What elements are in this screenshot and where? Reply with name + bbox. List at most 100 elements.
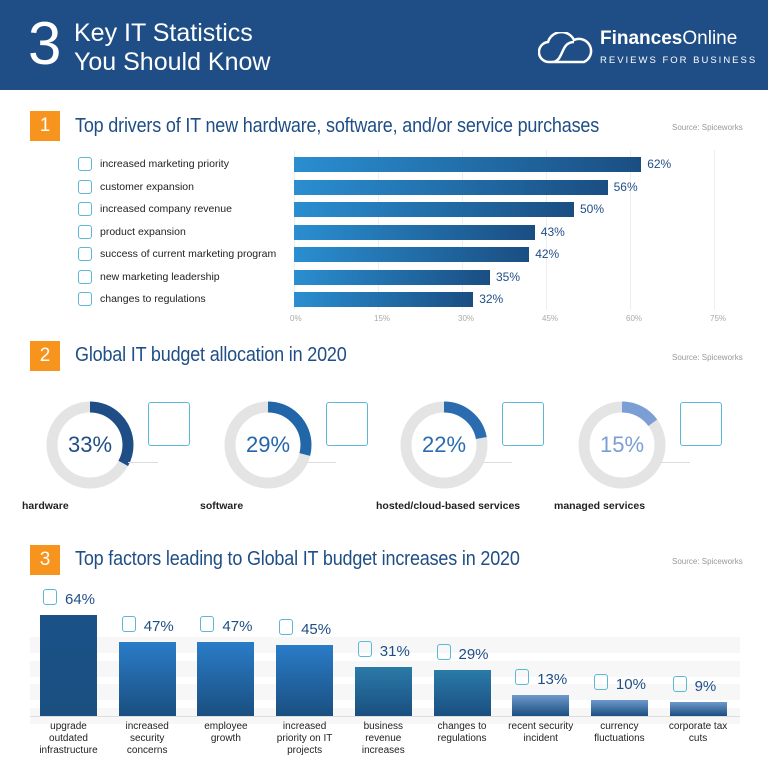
cloud-logo-icon xyxy=(538,32,593,64)
warning-icon xyxy=(515,669,530,686)
bar-value-label: 42% xyxy=(535,247,560,261)
bar xyxy=(669,701,727,716)
row-label: changes to regulations xyxy=(100,293,206,305)
leader-icon xyxy=(78,269,92,284)
connector-line xyxy=(306,462,336,463)
donut xyxy=(224,401,312,489)
bar xyxy=(118,641,176,716)
donut-label: hosted/cloud-based services xyxy=(376,500,521,512)
bar xyxy=(294,179,608,195)
money-hand-icon xyxy=(593,674,608,691)
category-label: business revenue increases xyxy=(361,721,405,756)
gridline xyxy=(546,150,547,310)
donut xyxy=(400,401,488,489)
bar-value-label: 64% xyxy=(65,591,96,608)
row-label: increased company revenue xyxy=(100,203,232,215)
donut-slice xyxy=(46,401,134,489)
donut-label: hardware xyxy=(22,500,69,512)
donut-label: managed services xyxy=(554,500,646,512)
row-label: new marketing leadership xyxy=(100,270,220,283)
donut-label: software xyxy=(200,500,244,512)
donut-slice xyxy=(578,401,666,489)
bar-value-label: 62% xyxy=(647,157,672,171)
workflow-icon xyxy=(279,618,294,635)
bar xyxy=(294,269,490,285)
cloud-server-icon xyxy=(502,402,544,446)
bar xyxy=(590,700,648,716)
section-title-1: Top drivers of IT new hardware, software… xyxy=(75,115,600,137)
bar-value-label: 56% xyxy=(613,179,638,194)
bar-value-label: 32% xyxy=(479,292,504,306)
x-tick-label: 0% xyxy=(290,314,302,323)
document-shield-icon xyxy=(436,644,451,661)
logo-tagline: REVIEWS FOR BUSINESS xyxy=(600,55,758,66)
bar-value-label: 47% xyxy=(143,617,174,635)
bar xyxy=(354,667,412,716)
donut-value: 15% xyxy=(599,432,645,457)
title-line-1: Key IT Statistics xyxy=(74,19,253,47)
header-number: 3 xyxy=(28,10,62,77)
gridline xyxy=(630,150,631,310)
bar xyxy=(197,641,255,716)
bar xyxy=(40,615,97,716)
trophy-icon xyxy=(78,247,92,261)
bar xyxy=(512,695,570,716)
donut-slice xyxy=(400,401,488,489)
category-label: recent security incident xyxy=(508,721,574,744)
connector-line xyxy=(482,462,512,463)
bar-value-label: 9% xyxy=(694,677,717,695)
donut xyxy=(46,401,134,489)
gridline xyxy=(714,150,715,310)
x-tick-label: 45% xyxy=(542,314,559,323)
category-label: currency fluctuations xyxy=(594,721,645,744)
bar xyxy=(294,157,642,172)
bar xyxy=(294,202,574,217)
cloud-network-icon xyxy=(43,589,57,605)
baseline xyxy=(30,716,740,717)
bar xyxy=(294,247,530,262)
x-tick-label: 30% xyxy=(458,314,475,323)
bar-value-label: 29% xyxy=(458,646,489,664)
control-panel-icon xyxy=(680,402,722,446)
megaphone-icon xyxy=(78,157,92,171)
team-icon xyxy=(200,615,215,632)
x-tick-label: 75% xyxy=(710,314,727,323)
bar xyxy=(433,670,491,716)
section-badge-2: 2 xyxy=(30,341,60,371)
bar-value-label: 45% xyxy=(301,620,332,638)
bar-value-label: 10% xyxy=(615,676,646,694)
bar-value-label: 35% xyxy=(496,269,521,284)
x-tick-label: 60% xyxy=(626,314,643,323)
row-label: success of current marketing program xyxy=(100,248,277,260)
bar-value-label: 50% xyxy=(580,202,605,216)
row-label: customer expansion xyxy=(100,180,194,193)
header-title: Key IT Statistics You Should Know xyxy=(74,19,270,77)
document-icon xyxy=(78,292,92,306)
bar xyxy=(276,644,334,716)
category-label: employee growth xyxy=(204,721,248,744)
money-bag-icon xyxy=(78,202,92,216)
section-title-2: Global IT budget allocation in 2020 xyxy=(75,344,347,366)
donut-value: 29% xyxy=(245,432,291,457)
source-3: Source: Spiceworks xyxy=(672,557,743,566)
money-bag-icon xyxy=(357,641,372,658)
donut xyxy=(578,401,666,489)
lock-icon xyxy=(121,615,136,632)
connector-line xyxy=(128,462,158,463)
logo-name: FinancesOnline xyxy=(600,28,738,49)
bar-value-label: 31% xyxy=(379,643,410,661)
tax-bag-icon xyxy=(672,675,687,692)
row-label: product expansion xyxy=(100,225,186,238)
section-title-3: Top factors leading to Global IT budget … xyxy=(75,548,520,570)
category-label: increased priority on IT projects xyxy=(276,721,333,756)
category-label: corporate tax cuts xyxy=(668,721,728,744)
source-2: Source: Spiceworks xyxy=(672,353,743,362)
category-label: changes to regulations xyxy=(437,721,487,744)
section-badge-1: 1 xyxy=(30,111,60,141)
row-label: increased marketing priority xyxy=(100,158,229,170)
source-1: Source: Spiceworks xyxy=(672,123,743,132)
donut-slice xyxy=(224,401,312,489)
bar-value-label: 43% xyxy=(540,224,565,239)
customers-icon xyxy=(78,179,92,194)
title-line-2: You Should Know xyxy=(74,48,271,76)
